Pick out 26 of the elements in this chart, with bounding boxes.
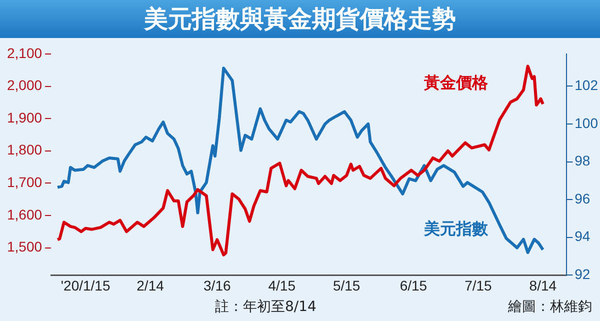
x-tick-label: 2/14 <box>136 277 164 294</box>
series-label: 黃金價格 <box>422 73 489 92</box>
y2-tick-label: 98 <box>574 152 590 169</box>
y-tick-label: 1,600 <box>6 206 42 222</box>
x-tick-label: 6/15 <box>400 277 428 294</box>
y-tick-label: 2,000 <box>6 77 42 94</box>
y-tick-label: 1,700 <box>6 174 42 190</box>
y-tick-label: 1,500 <box>6 238 42 255</box>
y-tick-label: 1,800 <box>6 142 42 158</box>
y2-tick-label: 96 <box>574 190 590 206</box>
y2-tick-label: 94 <box>574 228 590 244</box>
text: 註：年初至8/14 <box>215 298 316 316</box>
y2-tick-label: 100 <box>574 114 598 131</box>
x-tick-label: 5/15 <box>332 277 360 294</box>
text: 繪圖：林維鈞 <box>508 298 592 316</box>
y-tick-label: 2,100 <box>6 44 42 61</box>
x-tick-label: 8/14 <box>529 277 557 294</box>
x-tick-label: 3/16 <box>204 277 231 294</box>
x-tick-label: 7/15 <box>464 277 492 294</box>
chart-title: 美元指數與黃金期貨價格走勢 <box>0 0 600 38</box>
y2-tick-label: 92 <box>574 266 590 282</box>
series-label: 美元指數 <box>422 218 489 238</box>
y-tick-label: 1,900 <box>6 109 42 126</box>
x-tick-label: '20/1/15 <box>60 277 110 294</box>
x-tick-label: 4/15 <box>268 277 296 294</box>
y2-tick-label: 102 <box>574 77 598 93</box>
